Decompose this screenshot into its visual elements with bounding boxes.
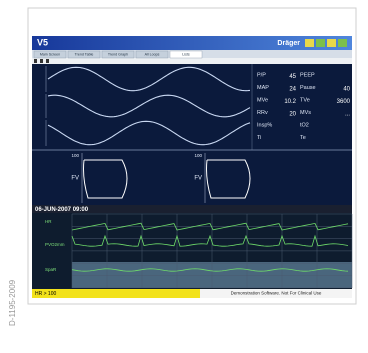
tab-label: All Loops [145, 53, 160, 57]
app-title: V5 [37, 37, 48, 47]
notice-bar [200, 289, 352, 298]
icon-button[interactable] [316, 39, 325, 47]
alarm-text: HR > 100 [35, 291, 56, 297]
param-value: 20 [289, 112, 296, 118]
watermark: D-1195-2009 [8, 279, 17, 326]
param-label: Pause [300, 85, 316, 91]
param-value: 24 [289, 87, 296, 93]
param-value: ... [345, 112, 350, 118]
alarm-bar [32, 289, 200, 298]
waveform [47, 66, 251, 92]
tab[interactable] [67, 50, 101, 59]
trend-trace [71, 268, 349, 272]
loop-label: FV [71, 176, 79, 182]
param-label: MVs [300, 110, 311, 116]
toolbar [32, 58, 352, 64]
param-label: PEEP [300, 72, 315, 78]
icon-button[interactable] [305, 39, 314, 47]
param-value: 10.2 [284, 99, 296, 105]
trend-trace [71, 222, 349, 231]
tool-icon[interactable] [34, 59, 37, 63]
param-label: Te [300, 135, 306, 141]
icon-button[interactable] [338, 39, 347, 47]
param-value: 3600 [337, 99, 351, 105]
tab-label: Lists [182, 53, 190, 57]
trend-channel: PVO2mm [45, 242, 65, 247]
tab[interactable] [169, 50, 203, 59]
trend-channel: HR [45, 219, 52, 224]
param-label: Ti [257, 135, 261, 141]
param-value: 45 [289, 74, 296, 80]
param-label: TVe [300, 97, 310, 103]
trend-header [32, 205, 352, 213]
param-label: Insp% [257, 122, 272, 128]
tab[interactable] [33, 50, 67, 59]
notice-text: Demonstration Software. Not For Clinical… [231, 291, 322, 296]
loop-scale: 100 [194, 153, 202, 158]
tool-icon[interactable] [40, 59, 43, 63]
tab[interactable] [135, 50, 169, 59]
tab-label: Trend Graph [108, 53, 128, 57]
loop-scale: 100 [71, 153, 79, 158]
param-value: 40 [343, 87, 350, 93]
brand: Dräger [277, 40, 300, 47]
trend-channel: SpaR [45, 267, 57, 272]
tab-label: Main Screen [40, 53, 60, 57]
loop-curve [83, 159, 128, 199]
param-label: RRv [257, 110, 268, 116]
param-label: P/P [257, 72, 266, 78]
waveform [47, 120, 251, 146]
trend-date: 06-JUN-2007 09:00 [35, 207, 89, 213]
trend-trace [71, 234, 349, 247]
tab[interactable] [101, 50, 135, 59]
param-label: tO2 [300, 122, 309, 128]
param-label: MAP [257, 85, 269, 91]
param-label: MVe [257, 97, 268, 103]
header-bar [32, 36, 352, 50]
waveform [47, 94, 251, 118]
tab-label: Trend Table [75, 53, 94, 57]
loop-curve [206, 159, 251, 199]
loop-label: FV [194, 176, 202, 182]
tool-icon[interactable] [46, 59, 49, 63]
icon-button[interactable] [327, 39, 336, 47]
